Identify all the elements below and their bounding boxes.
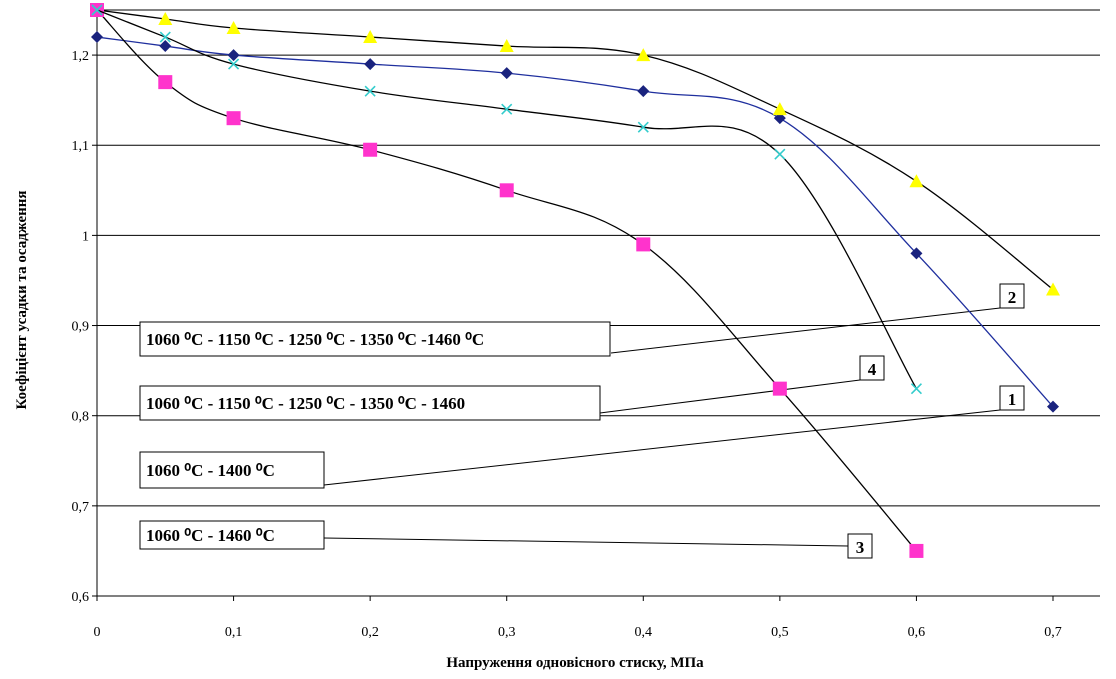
curve-number: 4 — [868, 360, 877, 379]
x-tick-label: 0,4 — [635, 625, 653, 640]
x-tick-label: 0,5 — [771, 625, 789, 640]
x-tick-label: 0,7 — [1044, 625, 1062, 640]
data-point — [91, 4, 103, 16]
data-point — [773, 112, 786, 125]
y-tick-label: 1,1 — [72, 139, 90, 154]
callout-3: 1060 ⁰C - 1460 ⁰C 3 — [139, 520, 873, 559]
axes: 0,6 0,7 0,8 0,9 1 1,1 1,2 0 0,1 0,2 0,3 0,4 0,5 0,6 0,… — [72, 10, 1100, 640]
data-point — [637, 121, 649, 133]
leader-line — [323, 409, 1001, 486]
curve-number-box — [999, 385, 1025, 411]
y-tick-label: 0,6 — [72, 590, 90, 605]
data-point — [1047, 400, 1059, 413]
callouts: 1060 ⁰C - 1150 ⁰C - 1250 ⁰C - 1350 ⁰C -1… — [139, 283, 1025, 559]
series-line — [96, 9, 1054, 290]
data-point — [1046, 282, 1060, 296]
callout-box — [139, 321, 611, 357]
leader-line — [610, 307, 1001, 354]
callout-box — [139, 385, 601, 421]
x-tick-label: 0,1 — [225, 625, 243, 640]
data-point — [772, 381, 787, 396]
callout-box — [139, 451, 325, 489]
data-point — [159, 31, 171, 43]
series — [90, 3, 1060, 558]
y-tick-label: 0,7 — [72, 500, 90, 515]
data-point — [774, 148, 786, 160]
data-point — [637, 85, 650, 98]
callout-label: 1060 ⁰C - 1400 ⁰C — [146, 461, 275, 480]
data-point — [364, 58, 377, 71]
callout-box — [139, 520, 325, 550]
callout-label: 1060 ⁰C - 1460 ⁰C — [146, 526, 275, 545]
curve-number-box — [847, 533, 873, 559]
callout-1: 1060 ⁰C - 1400 ⁰C 1 — [139, 385, 1025, 489]
x-tick-label: 0,6 — [908, 625, 926, 640]
data-point — [500, 67, 513, 80]
series-4 — [91, 4, 922, 395]
data-point — [909, 543, 924, 558]
data-point — [226, 21, 241, 35]
curve-number: 1 — [1008, 390, 1017, 409]
callout-4: 1060 ⁰C - 1150 ⁰C - 1250 ⁰C - 1350 ⁰C - … — [139, 355, 885, 421]
series-1 — [91, 31, 1059, 413]
data-point — [364, 85, 376, 97]
data-point — [910, 383, 922, 395]
data-point — [226, 111, 241, 126]
series-line — [96, 36, 1054, 408]
grid — [97, 9, 1100, 597]
y-tick-label: 0,8 — [72, 410, 90, 425]
data-point — [91, 31, 103, 44]
data-point — [910, 247, 923, 260]
curve-number: 2 — [1008, 288, 1017, 307]
curve-number-box — [859, 355, 885, 381]
x-tick-label: 0 — [94, 625, 101, 640]
data-point — [501, 103, 513, 115]
data-point — [499, 39, 514, 53]
data-point — [772, 102, 787, 116]
leader-line — [599, 379, 861, 414]
curve-number: 3 — [856, 538, 865, 557]
data-point — [158, 12, 173, 26]
leader-line — [323, 537, 849, 547]
x-tick-label: 0,2 — [361, 625, 379, 640]
x-axis-title: Напруження одновісного стиску, МПа — [446, 655, 704, 671]
data-point — [227, 49, 240, 62]
y-axis-title: Коефіцієнт усадки та осадження — [14, 190, 30, 409]
y-tick-label: 1,2 — [72, 49, 90, 64]
callout-label: 1060 ⁰C - 1150 ⁰C - 1250 ⁰C - 1350 ⁰C - … — [146, 394, 465, 413]
data-point — [499, 183, 514, 198]
curve-number-box — [999, 283, 1025, 309]
callout-2: 1060 ⁰C - 1150 ⁰C - 1250 ⁰C - 1350 ⁰C -1… — [139, 283, 1025, 357]
data-point — [159, 40, 172, 53]
data-point — [158, 75, 173, 90]
data-point — [636, 48, 651, 62]
y-tick-label: 1 — [82, 229, 89, 244]
data-point — [636, 237, 651, 252]
data-point — [228, 58, 240, 70]
callout-label: 1060 ⁰C - 1150 ⁰C - 1250 ⁰C - 1350 ⁰C -1… — [146, 330, 484, 349]
data-point — [363, 30, 378, 44]
data-point — [363, 142, 378, 157]
x-tick-label: 0,3 — [498, 625, 516, 640]
data-point — [909, 174, 924, 188]
y-tick-label: 0,9 — [72, 320, 90, 335]
